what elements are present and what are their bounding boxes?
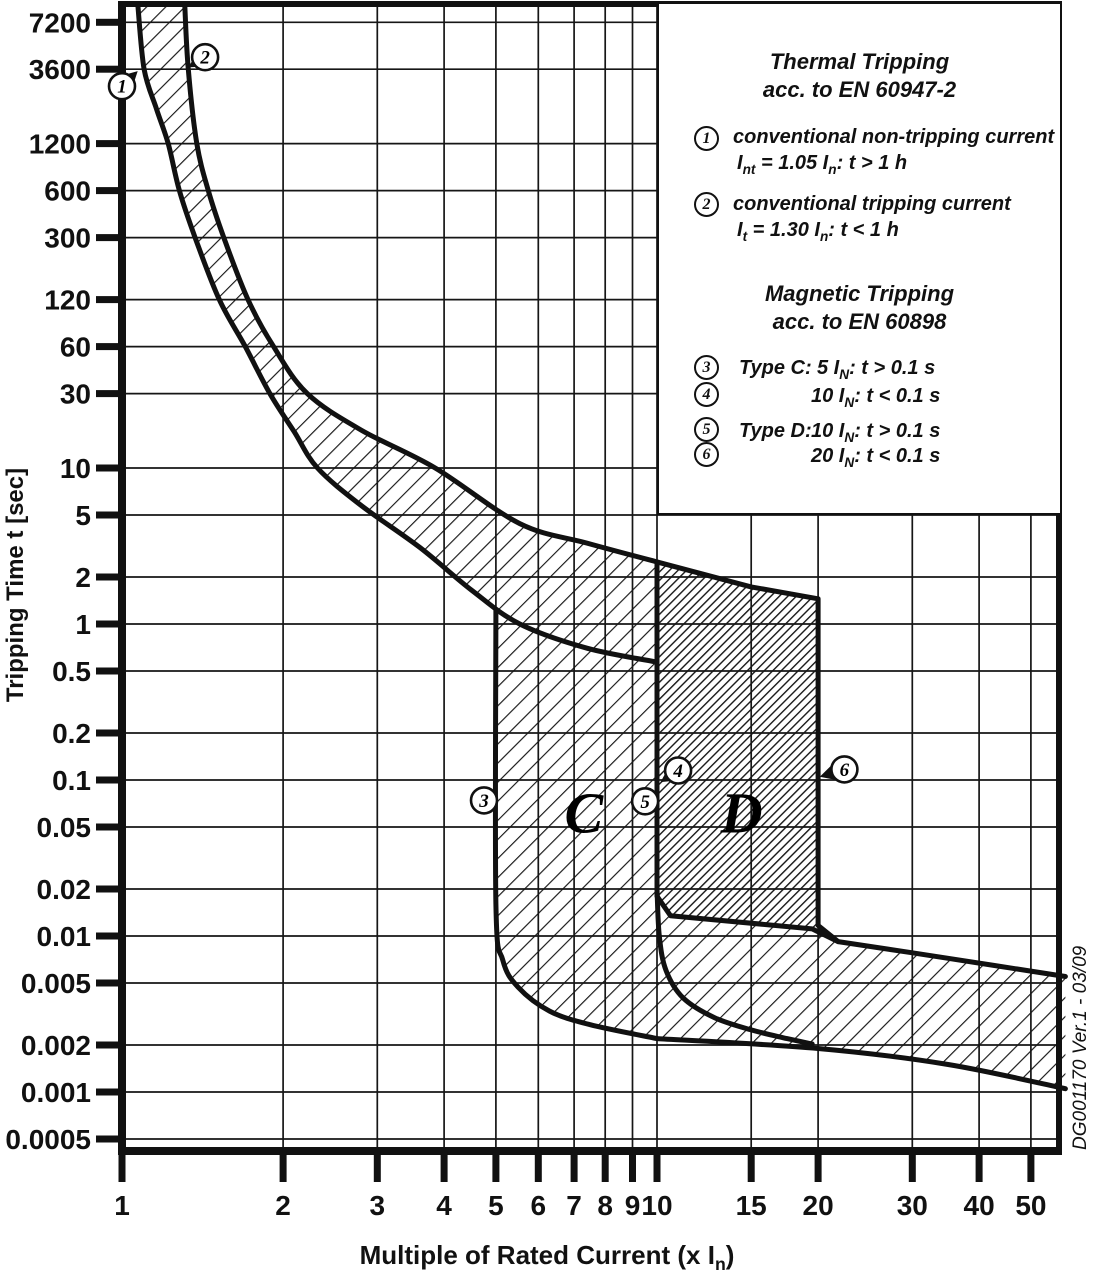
svg-text:10: 10 (60, 453, 91, 484)
svg-text:7: 7 (566, 1190, 582, 1221)
legend-type-c-label: Type C: (739, 357, 812, 379)
svg-text:600: 600 (44, 176, 91, 207)
svg-text:1: 1 (114, 1190, 130, 1221)
svg-text:40: 40 (964, 1190, 995, 1221)
legend-type-d-label: Type D: (739, 420, 812, 442)
svg-text:3600: 3600 (29, 54, 91, 85)
svg-text:0.0005: 0.0005 (5, 1124, 91, 1155)
svg-text:0.01: 0.01 (37, 921, 92, 952)
svg-text:15: 15 (736, 1190, 767, 1221)
svg-text:0.2: 0.2 (52, 718, 91, 749)
svg-text:2: 2 (199, 48, 210, 69)
legend-marker-6-icon: 6 (694, 442, 719, 467)
svg-text:5: 5 (488, 1190, 504, 1221)
svg-text:3: 3 (370, 1190, 386, 1221)
legend-item-1-formula: Int = 1.05 In: t > 1 h (737, 152, 908, 177)
legend-item-2-text: conventional tripping current (733, 193, 1011, 215)
curve-outline-1 (654, 1036, 1068, 1092)
svg-text:0.05: 0.05 (37, 812, 92, 843)
legend-marker-3-icon: 3 (694, 355, 719, 380)
svg-text:2: 2 (75, 562, 91, 593)
legend-item-1-text: conventional non-tripping current (733, 126, 1055, 148)
region-label-c: C (565, 780, 605, 845)
svg-text:3: 3 (478, 791, 489, 812)
svg-text:6: 6 (840, 760, 850, 781)
svg-text:0.002: 0.002 (21, 1030, 91, 1061)
marker-1: 1 (107, 71, 138, 101)
magnetic-title-line: Magnetic Tripping (764, 281, 955, 306)
svg-text:30: 30 (897, 1190, 928, 1221)
curve-outline-2 (835, 939, 1068, 979)
marker-3: 3 (469, 786, 499, 815)
legend-marker-2-icon: 2 (694, 192, 719, 217)
x-axis-title: Multiple of Rated Current (x In) (359, 1240, 735, 1275)
svg-text:30: 30 (60, 379, 91, 410)
svg-text:5: 5 (75, 500, 91, 531)
svg-text:7200: 7200 (29, 7, 91, 38)
type-d-region (654, 559, 841, 945)
region-label-d: D (720, 780, 763, 845)
legend-marker-5-icon: 5 (694, 417, 719, 442)
svg-text:9: 9 (625, 1190, 641, 1221)
x-axis-ticks: 1 2 3 4 5 6 7 8 9 10 15 20 30 40 50 (114, 1152, 1046, 1221)
legend-box: Thermal Tripping acc. to EN 60947-2 1 co… (657, 4, 1060, 515)
svg-text:0.005: 0.005 (21, 968, 91, 999)
magnetic-tripping-title: Magnetic Tripping acc. to EN 60898 (659, 280, 1060, 336)
marker-4: 4 (660, 756, 693, 785)
svg-text:2: 2 (275, 1190, 291, 1221)
svg-text:4: 4 (436, 1190, 452, 1221)
legend-type-d-formula1: 10 IN: t > 0.1 s (811, 420, 941, 445)
svg-text:1: 1 (117, 77, 127, 98)
svg-text:10: 10 (641, 1190, 672, 1221)
y-axis-ticks: 7200 3600 1200 600 300 120 60 30 10 5 2 1 0.5 0.2 0.1 0… (5, 7, 122, 1155)
legend-type-c-formula1: 5 IN: t > 0.1 s (817, 357, 936, 382)
svg-text:0.001: 0.001 (21, 1077, 91, 1108)
svg-text:50: 50 (1015, 1190, 1046, 1221)
svg-text:5: 5 (640, 792, 650, 813)
magnetic-subtitle-line: acc. to EN 60898 (772, 309, 947, 334)
type-c-region (495, 610, 657, 1039)
thermal-subtitle-line: acc. to EN 60947-2 (762, 77, 957, 102)
svg-text:1: 1 (75, 609, 91, 640)
marker-6: 6 (819, 755, 859, 784)
svg-text:300: 300 (44, 223, 91, 254)
thermal-tripping-title: Thermal Tripping acc. to EN 60947-2 (659, 48, 1060, 104)
y-axis-title: Tripping Time t [sec] (2, 467, 29, 703)
thermal-title-line: Thermal Tripping (769, 49, 950, 74)
marker-2: 2 (188, 42, 220, 72)
curve-outline-3 (654, 886, 815, 1047)
svg-text:120: 120 (44, 285, 91, 316)
legend-marker-1-icon: 1 (694, 126, 719, 151)
svg-text:4: 4 (672, 761, 683, 782)
svg-text:0.1: 0.1 (52, 765, 91, 796)
marker-5: 5 (630, 786, 660, 816)
legend-type-c-formula2: 10 IN: t < 0.1 s (811, 385, 941, 410)
svg-text:1200: 1200 (29, 129, 91, 160)
legend-type-d-formula2: 20 IN: t < 0.1 s (811, 445, 941, 470)
svg-text:6: 6 (531, 1190, 547, 1221)
svg-text:60: 60 (60, 332, 91, 363)
svg-text:8: 8 (597, 1190, 613, 1221)
legend-marker-4-icon: 4 (694, 382, 719, 407)
svg-text:20: 20 (803, 1190, 834, 1221)
doc-id-text: DG001170 Ver.1 - 03/09 (1070, 945, 1091, 1150)
legend-item-2-formula: It = 1.30 In: t < 1 h (737, 219, 899, 244)
svg-text:0.02: 0.02 (37, 874, 92, 905)
svg-text:0.5: 0.5 (52, 656, 91, 687)
